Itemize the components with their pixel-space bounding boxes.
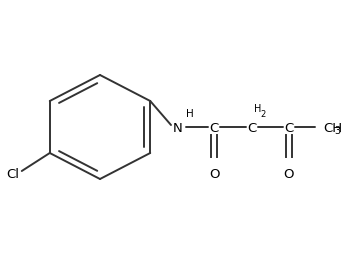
Text: O: O	[284, 167, 294, 180]
Text: CH: CH	[323, 121, 341, 134]
Text: C: C	[247, 121, 257, 134]
Text: H: H	[254, 104, 261, 114]
Text: C: C	[209, 121, 219, 134]
Text: 3: 3	[334, 125, 340, 135]
Text: O: O	[209, 167, 219, 180]
Text: Cl: Cl	[6, 167, 19, 180]
Text: 2: 2	[260, 109, 265, 119]
Text: N: N	[173, 121, 183, 134]
Text: H: H	[186, 108, 194, 119]
Text: C: C	[284, 121, 294, 134]
